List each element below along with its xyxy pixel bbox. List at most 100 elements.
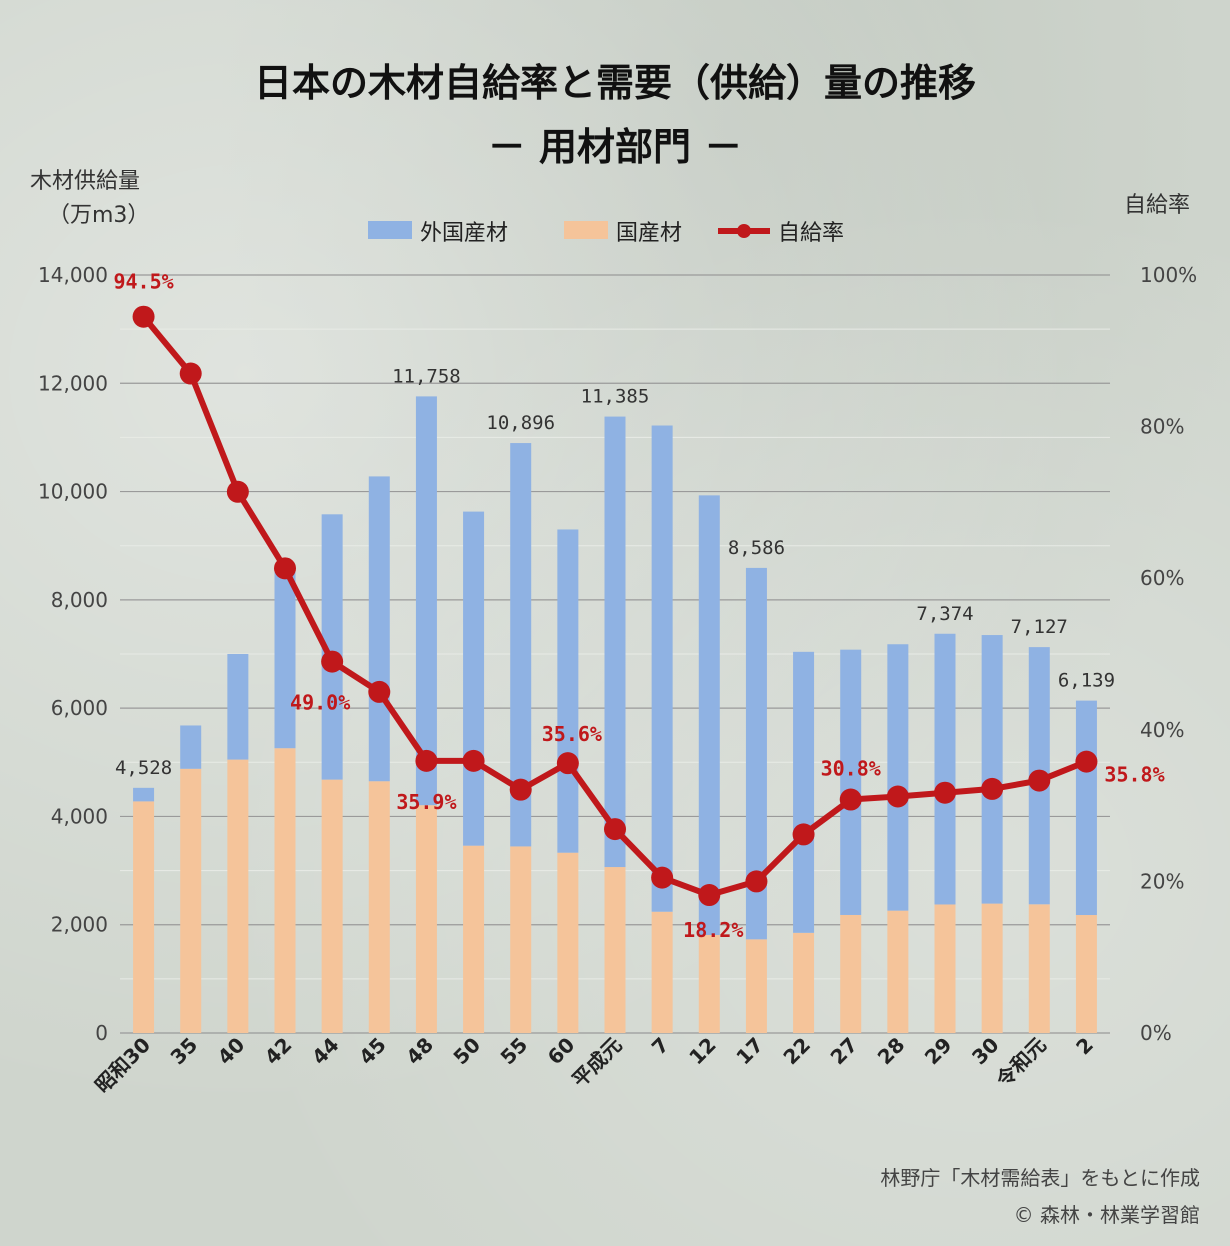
legend-label-domestic: 国産材 bbox=[616, 221, 682, 246]
rate-data-label: 35.6% bbox=[542, 722, 602, 746]
rate-data-label: 35.8% bbox=[1104, 763, 1164, 787]
x-tick-label: 55 bbox=[496, 1033, 533, 1070]
rate-point bbox=[981, 777, 1004, 800]
rate-point bbox=[745, 870, 768, 893]
rate-line bbox=[132, 305, 1098, 907]
rate-point bbox=[886, 785, 909, 808]
bar-foreign bbox=[321, 514, 343, 780]
left-tick-label: 6,000 bbox=[51, 696, 108, 720]
bar-foreign bbox=[227, 654, 249, 760]
right-tick-label: 0% bbox=[1140, 1021, 1172, 1045]
left-axis-title: 木材供給量 bbox=[30, 169, 140, 194]
bar-domestic bbox=[934, 904, 956, 1033]
bar-domestic bbox=[1028, 904, 1050, 1033]
left-tick-label: 10,000 bbox=[38, 480, 108, 504]
bar-foreign bbox=[133, 787, 155, 802]
legend-marker-rate bbox=[737, 224, 751, 238]
bar-foreign bbox=[463, 511, 485, 846]
source-note: 林野庁「木材需給表」をもとに作成 bbox=[880, 1166, 1200, 1190]
legend: 外国産材 国産材 自給率 bbox=[368, 221, 844, 246]
bar-domestic bbox=[463, 845, 485, 1033]
x-tick-label: 平成元 bbox=[567, 1033, 626, 1092]
bar-foreign bbox=[604, 416, 626, 868]
bar-foreign bbox=[557, 529, 579, 853]
bar-domestic bbox=[604, 867, 626, 1033]
bar-domestic bbox=[415, 805, 437, 1033]
bar-domestic bbox=[227, 759, 249, 1033]
legend-swatch-foreign bbox=[368, 221, 412, 239]
x-tick-label: 42 bbox=[260, 1033, 297, 1070]
rate-point bbox=[792, 823, 815, 846]
rate-point bbox=[698, 884, 721, 907]
rate-point bbox=[839, 788, 862, 811]
bar-domestic bbox=[180, 768, 202, 1033]
rate-point bbox=[509, 778, 532, 801]
left-axis-unit: （万m3） bbox=[48, 203, 149, 228]
left-tick-label: 8,000 bbox=[51, 588, 108, 612]
bar-foreign bbox=[1075, 700, 1097, 916]
bar-foreign bbox=[180, 725, 202, 769]
rate-point bbox=[179, 362, 202, 385]
rate-point bbox=[368, 680, 391, 703]
bar-foreign bbox=[840, 649, 862, 915]
rate-point bbox=[556, 752, 579, 775]
rate-point bbox=[934, 781, 956, 804]
left-tick-label: 2,000 bbox=[51, 913, 108, 937]
x-tick-label: 17 bbox=[731, 1033, 768, 1070]
bar-domestic bbox=[1075, 915, 1097, 1033]
bar-domestic bbox=[133, 801, 155, 1033]
rate-labels: 94.5% 49.0% 35.9% 35.6% 18.2% 30.8% 35.8% bbox=[113, 270, 1164, 942]
rate-point bbox=[132, 305, 155, 328]
x-tick-label: 35 bbox=[166, 1033, 203, 1070]
rate-point bbox=[462, 749, 485, 772]
bar-domestic bbox=[557, 852, 579, 1033]
left-tick-label: 14,000 bbox=[38, 263, 108, 287]
bar-total-label: 8,586 bbox=[728, 537, 785, 559]
right-axis-ticks: 0% 20% 40% 60% 80% 100% bbox=[1140, 263, 1197, 1045]
bar-domestic bbox=[840, 914, 862, 1033]
bar-domestic bbox=[510, 846, 532, 1033]
rate-data-label: 30.8% bbox=[821, 757, 881, 781]
legend-swatch-domestic bbox=[564, 221, 608, 239]
bar-domestic bbox=[745, 939, 767, 1033]
bar-domestic bbox=[698, 935, 720, 1033]
bar-domestic bbox=[981, 903, 1003, 1033]
bar-domestic bbox=[321, 779, 343, 1033]
x-tick-label: 60 bbox=[543, 1033, 580, 1070]
bar-foreign bbox=[651, 425, 673, 912]
legend-label-rate: 自給率 bbox=[778, 221, 844, 246]
bar-foreign bbox=[698, 495, 720, 936]
chart-title: 日本の木材自給率と需要（供給）量の推移 bbox=[254, 61, 976, 105]
x-tick-label: 12 bbox=[684, 1033, 721, 1070]
bar-total-label: 6,139 bbox=[1058, 670, 1115, 692]
right-tick-label: 40% bbox=[1140, 718, 1184, 742]
bars bbox=[133, 396, 1097, 1033]
bar-total-label: 7,374 bbox=[916, 603, 973, 625]
left-tick-label: 4,000 bbox=[51, 804, 108, 828]
right-tick-label: 20% bbox=[1140, 869, 1184, 893]
rate-data-label: 18.2% bbox=[683, 918, 743, 942]
x-tick-label: 令和元 bbox=[991, 1033, 1050, 1092]
rate-point bbox=[321, 650, 344, 673]
copyright-note: © 森林・林業学習館 bbox=[1014, 1203, 1200, 1227]
x-tick-label: 29 bbox=[920, 1033, 957, 1070]
x-tick-label: 45 bbox=[354, 1033, 391, 1070]
bar-foreign bbox=[510, 443, 532, 847]
left-axis-ticks: 0 2,000 4,000 6,000 8,000 10,000 12,000 14,000 bbox=[38, 263, 108, 1045]
x-tick-label: 30 bbox=[967, 1033, 1004, 1070]
x-tick-label: 27 bbox=[826, 1033, 863, 1070]
rate-data-label: 49.0% bbox=[290, 691, 350, 715]
x-tick-label: 48 bbox=[401, 1033, 438, 1070]
bar-domestic bbox=[793, 932, 815, 1033]
x-tick-label: 44 bbox=[307, 1033, 344, 1070]
rate-point bbox=[226, 480, 249, 503]
bar-domestic bbox=[651, 911, 673, 1033]
bar-total-label: 4,528 bbox=[115, 757, 172, 779]
left-tick-label: 12,000 bbox=[38, 371, 108, 395]
x-tick-label: 7 bbox=[647, 1033, 674, 1060]
bar-domestic bbox=[274, 748, 296, 1033]
x-tick-label: 40 bbox=[213, 1033, 250, 1070]
